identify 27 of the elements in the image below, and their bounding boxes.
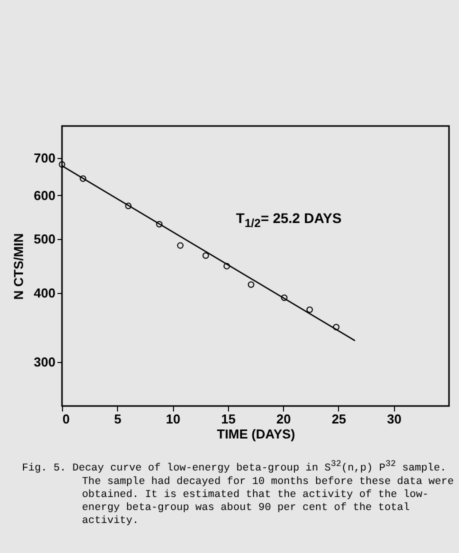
x-tick-label: 30	[386, 412, 402, 426]
point	[306, 306, 313, 313]
x-tick-label: 15	[221, 412, 236, 426]
x-axis-title: TIME (DAYS)	[216, 426, 296, 442]
annotation: T$_{1/2}$= 25.2 DAYS	[236, 210, 342, 230]
x-tick-label: 25	[332, 412, 346, 426]
y-tick-label: 400	[34, 285, 56, 300]
point	[177, 242, 184, 249]
y-tick-label: 600	[34, 188, 56, 203]
y-tick-label: 300	[34, 354, 56, 370]
x-tick-label: 0	[62, 412, 70, 426]
y-tick-label: 700	[34, 150, 56, 166]
y-tick-label: 500	[34, 232, 56, 247]
point	[224, 262, 230, 270]
point	[156, 220, 163, 228]
point	[80, 175, 86, 182]
point	[248, 281, 254, 288]
point	[202, 252, 209, 259]
point	[125, 202, 132, 210]
point	[281, 294, 288, 301]
point	[332, 324, 340, 330]
text: Fig. 5. Decay curve of low-energy beta-group in S$^{32}$(n,p) P$^{32}$ sample. The sample had decayed for 10 months before these data were obtained. It is estimated that the activity of the low-energy beta-group was about 90 per cent of the total activity.	[22, 459, 454, 526]
x-tick-label: 5	[114, 412, 122, 426]
point	[58, 161, 66, 168]
x-tick-label: 10	[166, 412, 180, 426]
y-axis-title: N CTS/MIN	[10, 233, 26, 300]
x-tick-label: 20	[276, 412, 291, 426]
